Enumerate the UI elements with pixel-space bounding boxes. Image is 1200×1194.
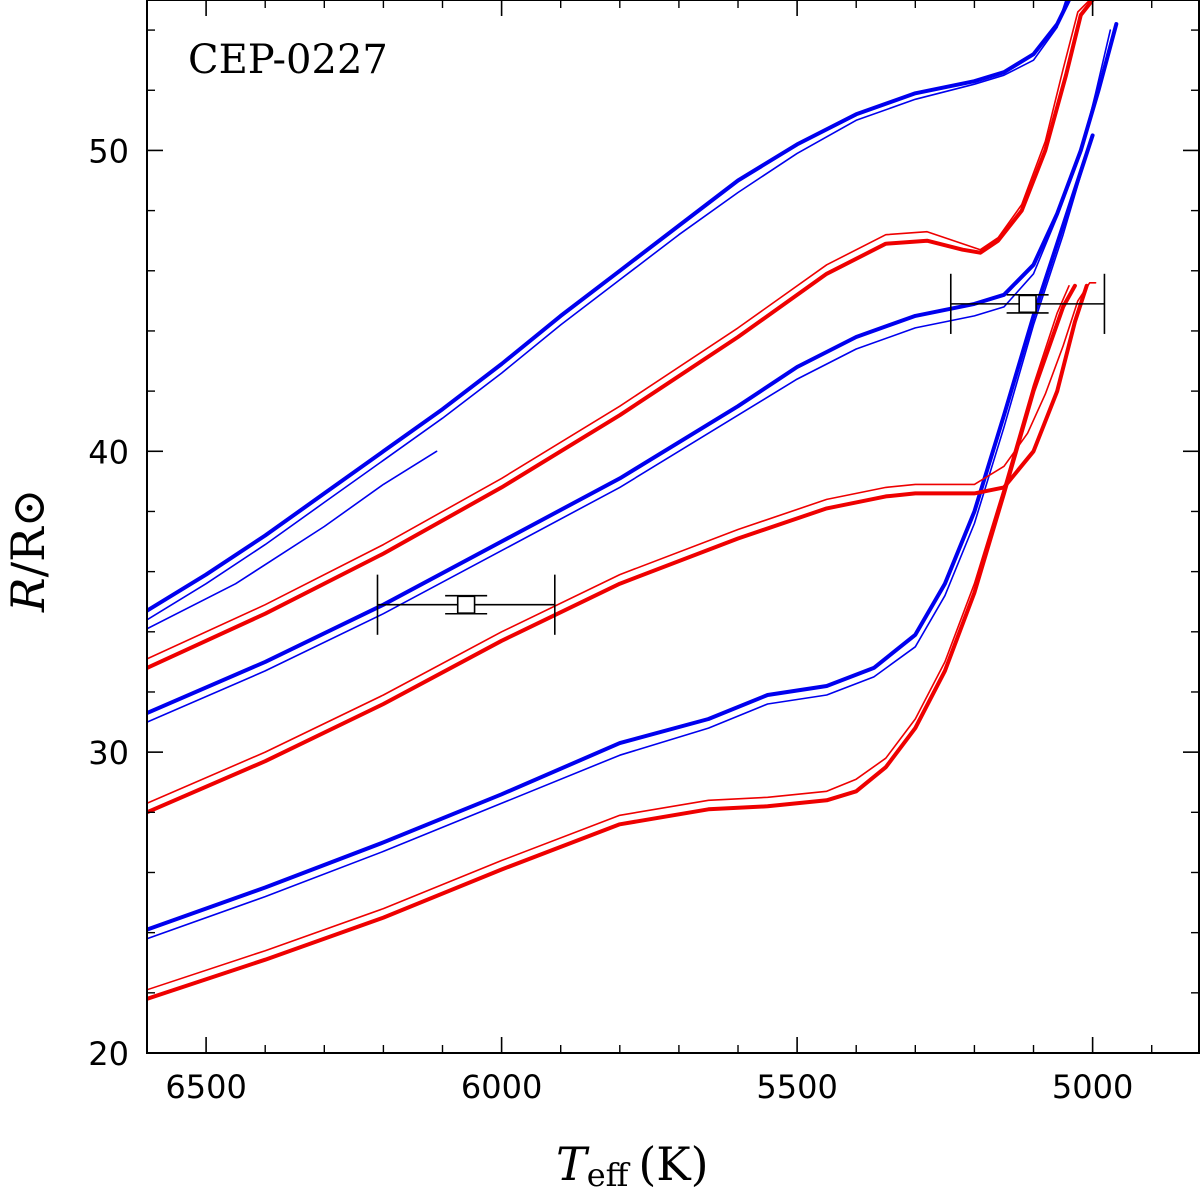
x-axis-label: Teff (K) [556,1137,709,1194]
y-axis-label: R/R⊙ [1,489,55,613]
observation-1 [376,574,556,635]
series-blue-mid-thick [147,22,1119,715]
y-axis-symbol: R [1,577,55,613]
x-axis-unit: (K) [638,1137,708,1191]
x-tick-label: 5500 [756,1068,837,1106]
x-axis-subscript: eff [587,1156,631,1194]
ticks-layer: 6500 6000 5500 5000 20 30 40 50 [88,0,1199,1106]
series-red-low-thin [147,285,1070,991]
plot-frame [146,0,1200,1054]
series-red-top-thin [147,0,1091,660]
annotation-label: CEP-0227 [188,37,388,83]
series-red-mid-thick [147,283,1089,815]
series-red-low-thick [147,283,1077,1001]
y-tick-label: 30 [88,734,129,772]
series-blue-mid-thin [147,29,1112,723]
series-red-mid-thin [147,282,1097,805]
x-tick-label: 6500 [165,1068,246,1106]
x-axis-symbol: T [556,1137,590,1191]
observation-1-marker [456,595,476,614]
series-blue-top-thin [147,0,1067,621]
curves-layer [147,0,1119,1001]
y-tick-label: 40 [88,433,129,471]
y-axis-unit: /R⊙ [1,489,55,578]
series-blue-top-thick [147,0,1071,613]
x-tick-label: 6000 [461,1068,542,1106]
observation-2-marker [1018,294,1037,314]
series-blue-low-thin [147,143,1091,940]
series-blue-top-loop [147,450,438,630]
x-tick-label: 5000 [1052,1068,1133,1106]
series-red-top-thick [147,0,1095,670]
observations-layer [376,273,1106,635]
observation-2 [949,273,1106,334]
series-blue-low-thick [147,133,1095,932]
y-tick-label: 50 [88,132,129,170]
y-tick-label: 20 [88,1035,129,1073]
